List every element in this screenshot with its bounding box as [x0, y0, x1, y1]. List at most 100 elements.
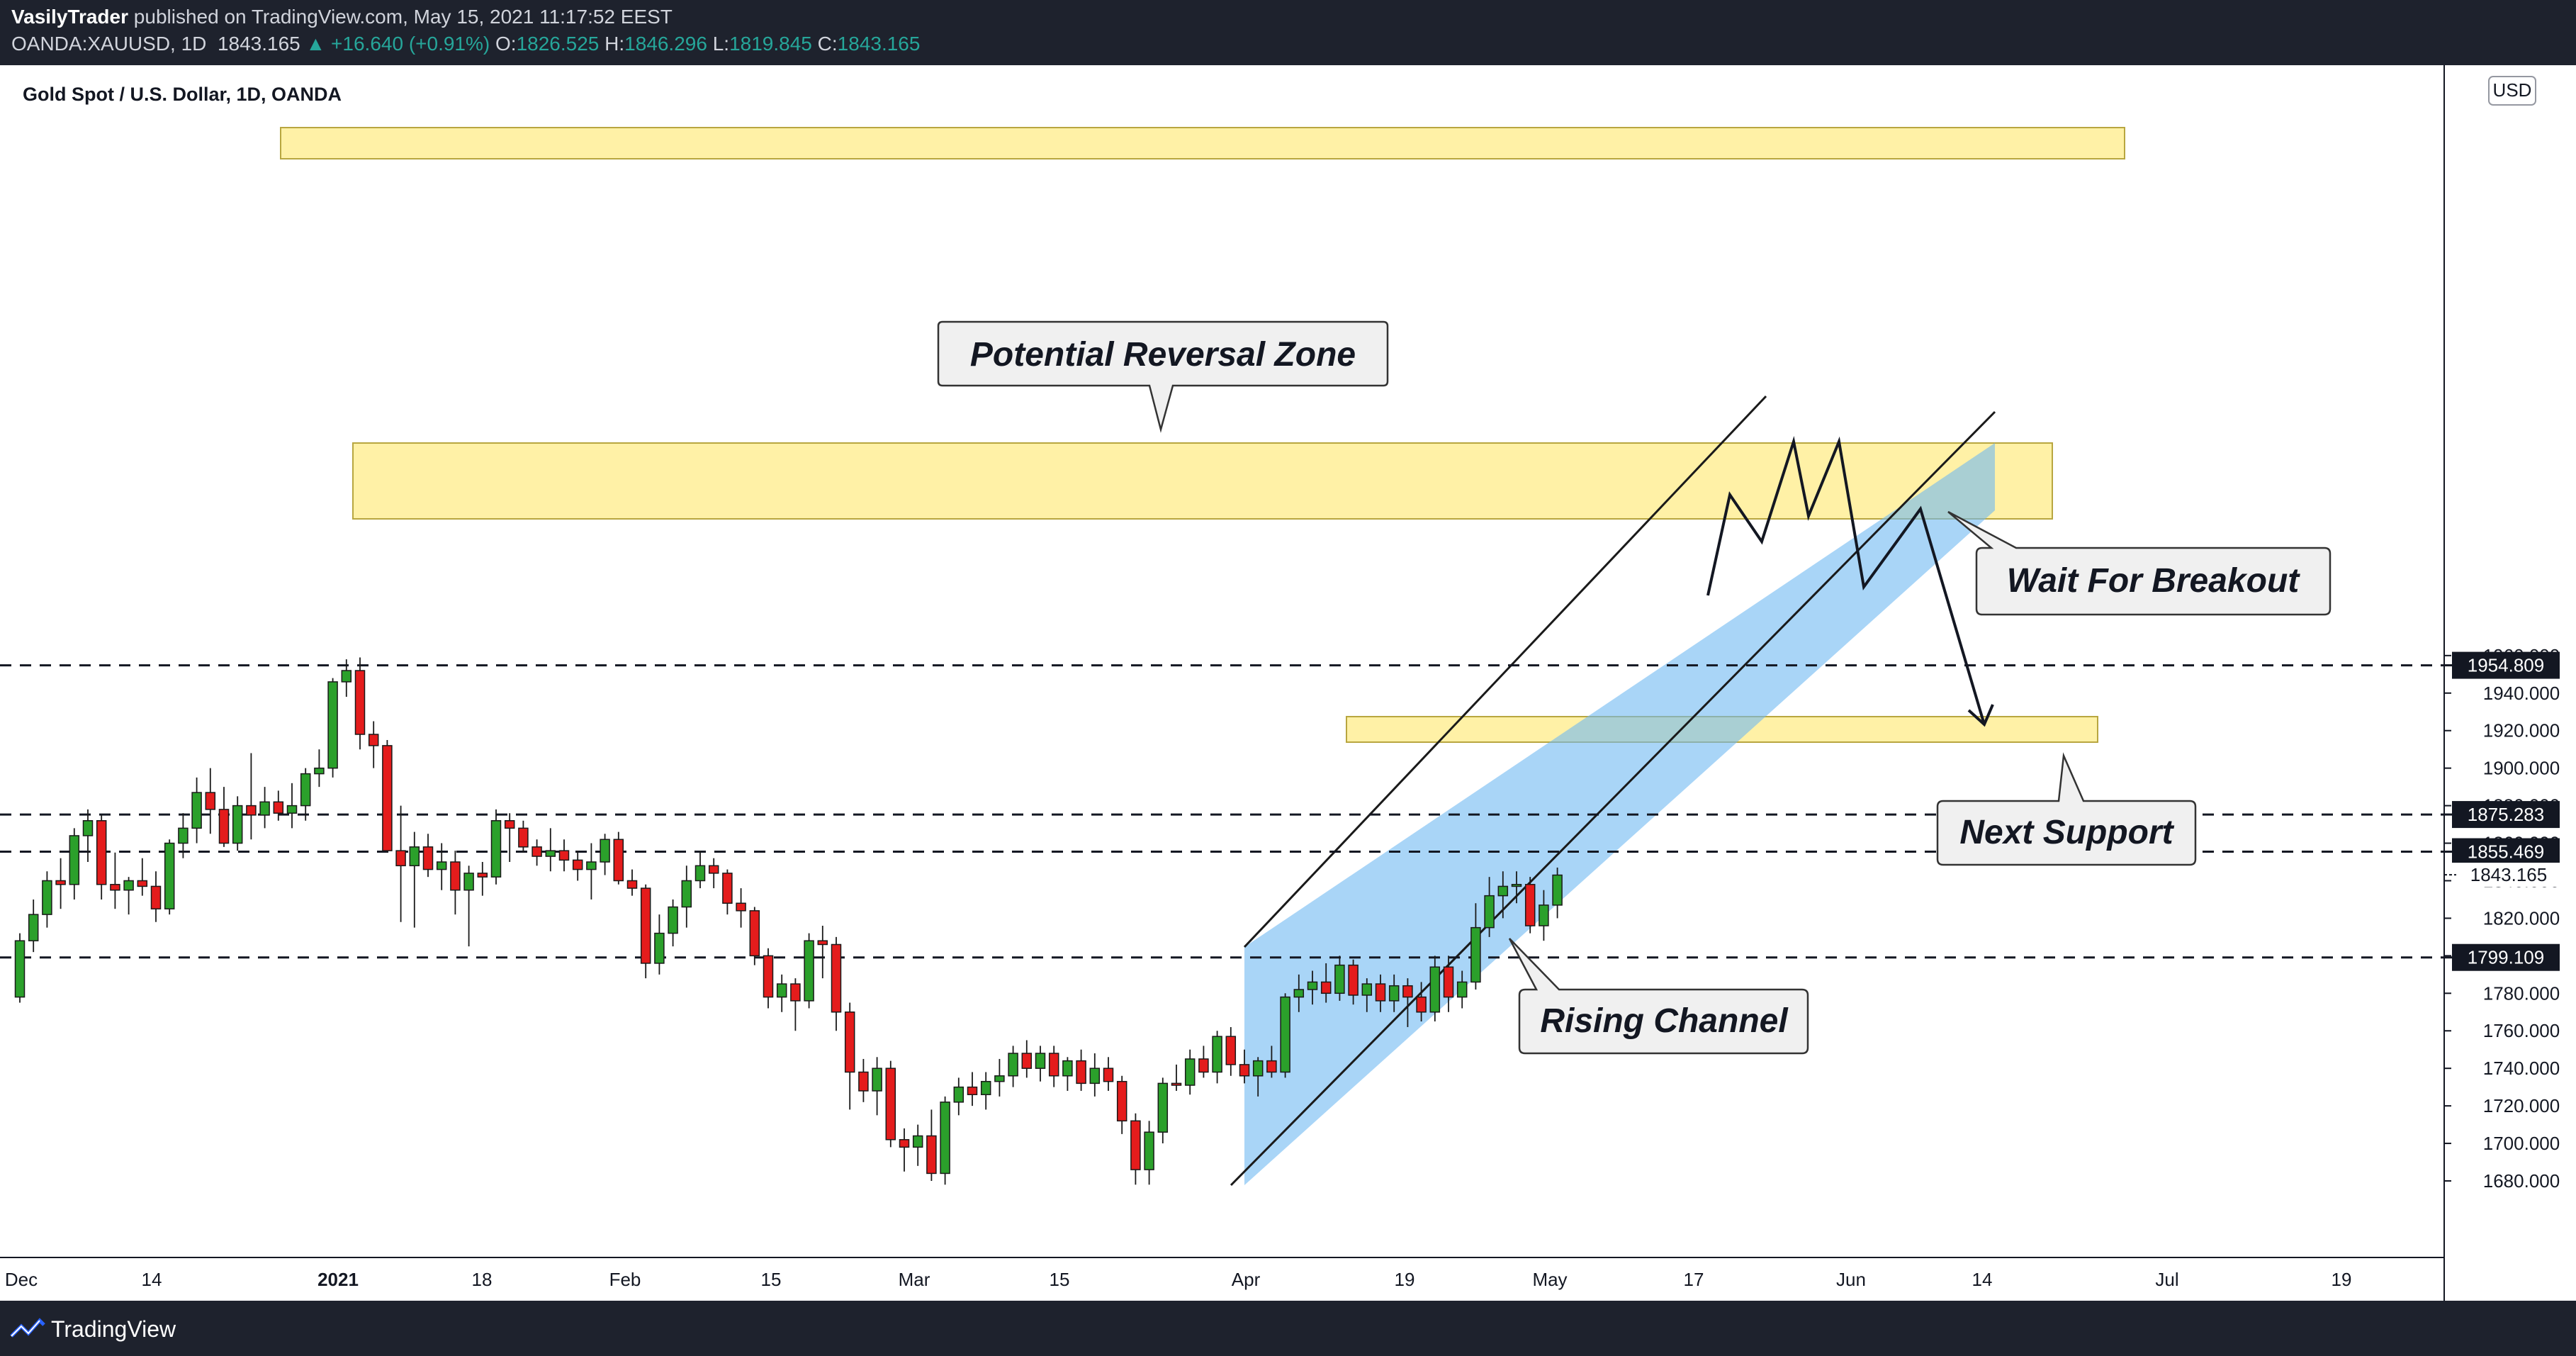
candle[interactable]	[286, 783, 298, 829]
candle[interactable]	[1048, 1046, 1059, 1087]
candle[interactable]	[1552, 867, 1563, 919]
candle[interactable]	[1144, 1121, 1154, 1185]
candle[interactable]	[191, 777, 202, 844]
candle[interactable]	[1320, 963, 1332, 1003]
candle[interactable]	[545, 828, 556, 872]
channel-lower-line[interactable]	[1230, 410, 1996, 1187]
candle[interactable]	[518, 820, 529, 853]
candle[interactable]	[327, 678, 338, 778]
candle[interactable]	[776, 974, 787, 1012]
candle[interactable]	[1511, 871, 1522, 904]
candle[interactable]	[1402, 978, 1413, 1027]
candle[interactable]	[1497, 871, 1509, 919]
candle[interactable]	[1212, 1031, 1222, 1084]
publisher-name[interactable]: VasilyTrader	[11, 6, 129, 28]
candle[interactable]	[82, 809, 94, 863]
projected-path-line[interactable]	[1706, 436, 1986, 725]
candle[interactable]	[1280, 993, 1290, 1078]
candle[interactable]	[354, 657, 366, 750]
candle[interactable]	[218, 787, 230, 847]
candle[interactable]	[626, 869, 638, 896]
candle[interactable]	[858, 1058, 869, 1102]
channel-upper-line[interactable]	[1243, 395, 1767, 948]
candle[interactable]	[967, 1072, 978, 1106]
candle[interactable]	[912, 1124, 923, 1166]
currency-badge[interactable]	[2488, 76, 2536, 106]
wait-breakout-callout[interactable]: Wait For Breakout	[1947, 510, 2332, 616]
candle[interactable]	[314, 749, 325, 788]
candle[interactable]	[150, 871, 162, 922]
candle[interactable]	[640, 884, 651, 979]
candle[interactable]	[1266, 1046, 1277, 1078]
candle[interactable]	[926, 1109, 937, 1181]
candle[interactable]	[1307, 970, 1318, 1005]
candle[interactable]	[804, 933, 814, 1009]
candle[interactable]	[1008, 1046, 1018, 1087]
candle[interactable]	[504, 813, 515, 863]
potential-reversal-callout[interactable]: Potential Reversal Zone	[937, 320, 1389, 433]
candle[interactable]	[1443, 956, 1454, 1012]
candle[interactable]	[28, 899, 39, 953]
candle[interactable]	[1484, 877, 1495, 937]
candle[interactable]	[708, 858, 719, 889]
candle[interactable]	[586, 843, 597, 900]
candle[interactable]	[1157, 1077, 1169, 1144]
candle[interactable]	[164, 839, 175, 915]
candle[interactable]	[123, 877, 134, 915]
candle[interactable]	[736, 888, 746, 928]
candle[interactable]	[1429, 956, 1441, 1022]
candle[interactable]	[600, 834, 610, 875]
candle[interactable]	[246, 753, 257, 840]
tradingview-logo-icon[interactable]	[9, 1315, 51, 1343]
candle[interactable]	[1103, 1057, 1114, 1091]
candle[interactable]	[436, 843, 447, 890]
candle[interactable]	[232, 796, 243, 851]
candle[interactable]	[817, 926, 828, 979]
candle[interactable]	[1456, 970, 1468, 1009]
price-chart[interactable]: Potential Reversal Zone Wait For Breakou…	[0, 65, 2576, 1301]
candle[interactable]	[1076, 1049, 1086, 1091]
candle[interactable]	[1334, 956, 1345, 1001]
candle[interactable]	[654, 914, 665, 975]
candle[interactable]	[831, 936, 842, 1031]
candle[interactable]	[1388, 974, 1400, 1012]
potential-reversal-zone[interactable]	[352, 442, 2053, 520]
candle[interactable]	[668, 899, 678, 947]
candle[interactable]	[1116, 1075, 1127, 1134]
candle[interactable]	[422, 834, 434, 878]
candle[interactable]	[409, 831, 420, 928]
candle[interactable]	[395, 805, 406, 922]
candle[interactable]	[463, 865, 474, 947]
candle[interactable]	[1198, 1046, 1209, 1078]
candle[interactable]	[14, 933, 26, 1003]
candle[interactable]	[1021, 1040, 1033, 1078]
candle[interactable]	[1184, 1049, 1196, 1095]
candle[interactable]	[1035, 1046, 1046, 1082]
candle[interactable]	[790, 978, 801, 1031]
candle[interactable]	[1239, 1049, 1250, 1084]
time-scale[interactable]: Dec 14 2021 18 Feb 15 Mar 15 Apr 19 May 17 Jun 14 Jul 1…	[5, 1269, 2352, 1290]
candle[interactable]	[940, 1096, 950, 1185]
candle[interactable]	[872, 1057, 882, 1116]
candle[interactable]	[980, 1072, 991, 1110]
candle[interactable]	[749, 907, 760, 965]
candle[interactable]	[300, 768, 311, 821]
resistance-zone-top[interactable]	[280, 127, 2125, 159]
candle[interactable]	[1225, 1026, 1237, 1076]
candle[interactable]	[1252, 1057, 1264, 1097]
candle[interactable]	[1539, 890, 1549, 941]
candle[interactable]	[885, 1060, 896, 1148]
candle[interactable]	[42, 871, 52, 928]
candle[interactable]	[1361, 978, 1373, 1012]
candle[interactable]	[1293, 974, 1305, 1012]
candle[interactable]	[110, 852, 120, 909]
price-scale[interactable]: 1680.000 1700.000 1720.000 1740.000 1760.000…	[2444, 645, 2560, 1192]
candle[interactable]	[55, 858, 66, 909]
candle[interactable]	[450, 851, 461, 915]
candle[interactable]	[477, 862, 488, 896]
candle[interactable]	[490, 809, 502, 885]
candle[interactable]	[178, 813, 189, 858]
candle[interactable]	[137, 858, 148, 896]
candle[interactable]	[1130, 1113, 1141, 1185]
candle[interactable]	[1062, 1057, 1073, 1091]
